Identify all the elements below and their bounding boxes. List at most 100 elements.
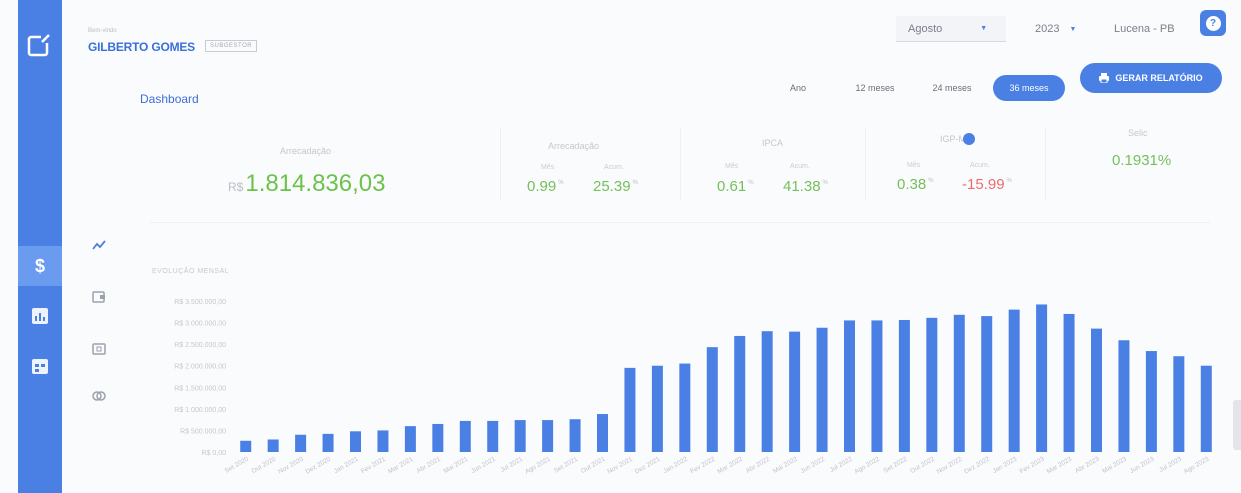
stat3-acc-value: -15.99%	[962, 176, 1012, 193]
section-divider	[150, 222, 1210, 223]
wallet-icon[interactable]	[90, 288, 108, 306]
x-tick-label: Mar 2021	[387, 455, 415, 475]
chart-bar[interactable]	[459, 420, 471, 452]
x-tick-label: Mar 2023	[1046, 455, 1074, 475]
chart-bar[interactable]	[1118, 340, 1130, 452]
role-badge: SUBGESTOR	[205, 40, 258, 52]
chart-bar[interactable]	[981, 316, 993, 452]
chart-bar[interactable]	[871, 320, 883, 452]
chart-bar[interactable]	[487, 420, 499, 452]
chart-bar[interactable]	[350, 431, 361, 452]
total-value: R$1.814.836,03	[228, 170, 386, 197]
chart-bar[interactable]	[377, 430, 389, 452]
chevron-down-icon: ▼	[980, 25, 988, 32]
chart-bar[interactable]	[624, 367, 636, 452]
x-tick-label: Dez 2020	[304, 455, 332, 475]
x-tick-label: Fev 2022	[689, 455, 716, 475]
x-tick-label: Jan 2022	[662, 455, 689, 475]
calendar-icon[interactable]	[18, 354, 62, 378]
x-tick-label: Jul 2021	[499, 455, 524, 474]
user-name: GILBERTO GOMES	[88, 40, 195, 54]
chart-bar[interactable]	[1173, 356, 1185, 452]
period-year[interactable]: Ano	[789, 83, 806, 93]
x-tick-label: Ago 2022	[853, 455, 881, 475]
stat3-sub-a: Mês	[907, 162, 921, 169]
x-tick-label: Dez 2022	[963, 455, 991, 475]
chart-bar[interactable]	[542, 420, 554, 452]
chart-bar[interactable]	[1200, 365, 1212, 452]
year-select[interactable]: 2023 ▼	[1035, 16, 1076, 42]
chart-bar[interactable]	[761, 331, 773, 452]
card-icon[interactable]	[90, 340, 108, 358]
stat1-acc-value: 25.39%	[593, 178, 638, 195]
y-tick-label: R$ 2.500.000,00	[174, 342, 226, 349]
month-value: Agosto	[908, 22, 943, 35]
period-12-months[interactable]: 12 meses	[855, 83, 895, 93]
chart-bar[interactable]	[295, 434, 307, 452]
report-label: GERAR RELATÓRIO	[1115, 73, 1203, 83]
chart-bar[interactable]	[267, 439, 279, 452]
x-tick-label: Fev 2021	[360, 455, 387, 475]
chart-bar[interactable]	[679, 363, 691, 452]
y-tick-label: R$ 3.000.000,00	[174, 321, 226, 328]
x-tick-label: Abr 2022	[745, 455, 772, 474]
chart-bar[interactable]	[1036, 304, 1048, 452]
y-tick-label: R$ 1.500.000,00	[174, 385, 226, 392]
trend-icon[interactable]	[90, 236, 108, 254]
chart-bar[interactable]	[322, 433, 334, 452]
x-tick-label: Out 2021	[580, 455, 607, 475]
stat3-label: IGP-M	[940, 134, 966, 144]
x-tick-label: Ago 2023	[1183, 455, 1211, 475]
divider	[1045, 128, 1046, 200]
x-tick-label: Mar 2022	[716, 455, 744, 475]
x-tick-label: Jun 2022	[799, 455, 826, 475]
x-tick-label: Nov 2020	[277, 455, 305, 475]
generate-report-button[interactable]: GERAR RELATÓRIO	[1080, 63, 1222, 93]
chart-title: EVOLUÇÃO MENSAL	[152, 268, 230, 275]
chart-bar[interactable]	[816, 327, 828, 452]
stat2-month-value: 0.61%	[717, 178, 754, 195]
period-36-months[interactable]: 36 meses	[993, 75, 1065, 101]
chart-bar[interactable]	[1145, 351, 1157, 452]
chart-bar[interactable]	[597, 414, 608, 452]
stat2-sub-a: Mês	[725, 163, 739, 170]
chart-bar[interactable]	[789, 331, 801, 452]
x-tick-label: Dez 2021	[634, 455, 662, 475]
logo-icon[interactable]	[26, 33, 52, 59]
chart-bar[interactable]	[898, 319, 910, 452]
chart-bar[interactable]	[926, 317, 938, 452]
x-tick-label: Jul 2022	[829, 455, 854, 474]
x-tick-label: Jul 2023	[1158, 455, 1183, 474]
info-icon[interactable]	[963, 133, 975, 145]
chart-bar[interactable]	[404, 426, 416, 452]
chart-bar[interactable]	[1091, 328, 1102, 452]
year-value: 2023	[1035, 23, 1060, 35]
stat4-label: Selic	[1128, 128, 1148, 138]
chart-bar[interactable]	[432, 423, 444, 452]
x-tick-label: Abr 2023	[1074, 455, 1101, 474]
chart-bar[interactable]	[514, 420, 526, 452]
chart-bar[interactable]	[1008, 309, 1020, 452]
period-24-months[interactable]: 24 meses	[932, 83, 972, 93]
bar-chart-icon[interactable]	[18, 304, 62, 328]
side-rail: $	[18, 0, 62, 493]
chart-bar[interactable]	[240, 440, 252, 452]
x-tick-label: Abr 2021	[415, 455, 442, 474]
stat3-month-value: 0.38%	[897, 176, 934, 193]
dollar-icon[interactable]: $	[34, 255, 45, 276]
chart-bar[interactable]	[844, 320, 855, 452]
chart-bar[interactable]	[569, 419, 581, 452]
chart-bar[interactable]	[706, 347, 718, 452]
scroll-handle[interactable]	[1233, 400, 1241, 450]
month-select[interactable]: Agosto ▼	[896, 16, 1006, 42]
chart-bar[interactable]	[651, 365, 663, 452]
chart-bar[interactable]	[953, 314, 965, 452]
help-button[interactable]: ?	[1200, 10, 1226, 36]
breadcrumb[interactable]: Dashboard	[140, 92, 199, 106]
chart-bar[interactable]	[1063, 313, 1075, 452]
coins-icon[interactable]	[90, 387, 108, 405]
city-label: Lucena - PB	[1114, 23, 1175, 35]
chart-bar[interactable]	[734, 335, 746, 452]
y-tick-label: R$ 1.000.000,00	[174, 407, 226, 414]
divider	[680, 128, 681, 200]
